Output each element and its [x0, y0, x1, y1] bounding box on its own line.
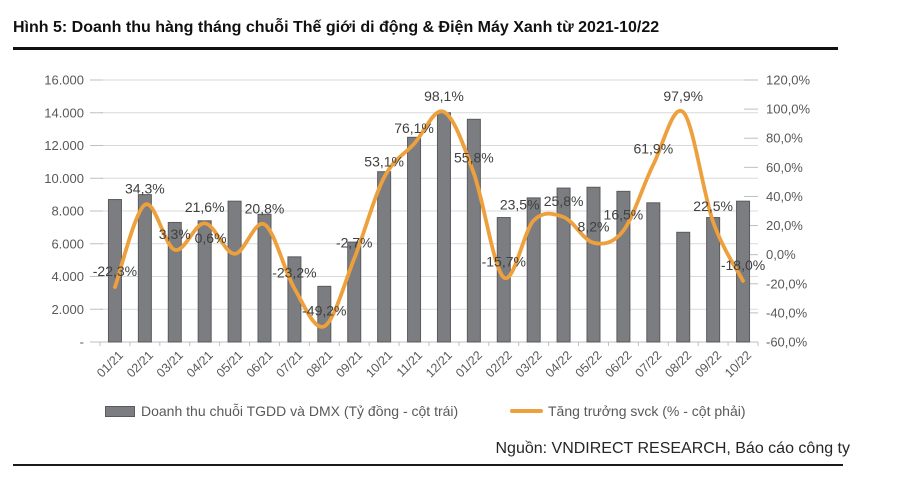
growth-data-label: 97,9% — [663, 88, 703, 104]
right-axis-label: 20,0% — [766, 218, 803, 233]
footer-rule — [13, 464, 843, 466]
growth-data-label: 53,1% — [364, 153, 404, 169]
legend-line-swatch-icon — [510, 409, 543, 413]
right-axis-label: 100,0% — [766, 102, 811, 117]
growth-data-label: -15,7% — [482, 254, 526, 270]
growth-data-label: 8,2% — [578, 219, 610, 235]
growth-data-label: -22,3% — [93, 263, 137, 279]
left-axis-label: 4.000 — [51, 269, 84, 284]
growth-data-label: 22,5% — [693, 198, 733, 214]
revenue-bar — [137, 194, 152, 343]
x-axis-label: 08/22 — [662, 348, 694, 380]
revenue-bar — [556, 187, 571, 343]
x-axis-label: 05/22 — [573, 348, 605, 380]
x-axis-label: 03/21 — [154, 348, 186, 380]
left-axis-label: 10.000 — [44, 171, 84, 186]
revenue-bar — [167, 221, 182, 343]
chart-area: 16.000 14.000 12.000 10.000 8.000 6.000 4.000 2… — [0, 52, 900, 402]
title-rule — [13, 47, 838, 50]
left-axis-label: 16.000 — [44, 73, 84, 88]
growth-data-label: 25,8% — [544, 193, 584, 209]
combo-chart-svg: 16.000 14.000 12.000 10.000 8.000 6.000 4.000 2… — [44, 73, 811, 381]
legend-revenue-label: Doanh thu chuỗi TGDD và DMX (Tỷ đồng - c… — [141, 403, 459, 419]
legend-item-growth: Tăng trưởng svck (% - cột phải) — [510, 403, 746, 419]
x-axis-label: 12/21 — [423, 348, 455, 380]
revenue-bar — [676, 231, 691, 343]
figure-title: Hình 5: Doanh thu hàng tháng chuỗi Thế g… — [13, 19, 660, 36]
chart-legend: Doanh thu chuỗi TGDD và DMX (Tỷ đồng - c… — [0, 403, 900, 425]
x-axis-label: 04/21 — [184, 348, 216, 380]
x-axis-label: 06/22 — [603, 348, 635, 380]
left-axis-label: - — [80, 335, 84, 350]
revenue-bar — [526, 197, 541, 343]
right-axis-label: -40,0% — [766, 305, 808, 320]
growth-data-label: 21,6% — [185, 199, 225, 215]
revenue-bar — [496, 217, 511, 343]
growth-data-label: 0,6% — [195, 230, 227, 246]
growth-data-label: 76,1% — [394, 120, 434, 136]
x-axis-label: 01/21 — [94, 348, 126, 380]
growth-data-label: 20,8% — [245, 200, 285, 216]
x-axis-label: 10/22 — [722, 348, 754, 380]
revenue-bar — [257, 213, 272, 343]
revenue-bar — [466, 118, 481, 343]
x-axis-label: 10/21 — [363, 348, 395, 380]
source-caption: Nguồn: VNDIRECT RESEARCH, Báo cáo công t… — [495, 440, 850, 457]
right-axis-label: 60,0% — [766, 160, 803, 175]
x-axis-label: 07/21 — [274, 348, 306, 380]
x-axis-label: 03/22 — [513, 348, 545, 380]
x-axis-label: 02/21 — [124, 348, 156, 380]
right-axis-label: -20,0% — [766, 276, 808, 291]
x-axis-label: 01/22 — [453, 348, 485, 380]
revenue-bar — [377, 171, 392, 343]
growth-data-label: -23,2% — [272, 264, 316, 280]
x-axis-label: 06/21 — [244, 348, 276, 380]
growth-data-label: 34,3% — [125, 181, 165, 197]
revenue-bar — [227, 200, 242, 343]
right-axis-label: -60,0% — [766, 335, 808, 350]
left-axis-label: 12.000 — [44, 138, 84, 153]
x-axis-label: 09/22 — [692, 348, 724, 380]
x-axis-label: 04/22 — [543, 348, 575, 380]
right-axis-label: 0,0% — [766, 247, 796, 262]
right-axis-label: 40,0% — [766, 189, 803, 204]
growth-data-label: 3,3% — [159, 226, 191, 242]
x-axis-label: 09/21 — [333, 348, 365, 380]
legend-growth-label: Tăng trưởng svck (% - cột phải) — [548, 403, 746, 419]
revenue-bar — [197, 220, 212, 343]
growth-data-label: -18,0% — [721, 257, 765, 273]
x-axis-label: 08/21 — [303, 348, 335, 380]
x-axis-label: 05/21 — [214, 348, 246, 380]
right-axis-label: 120,0% — [766, 73, 811, 88]
left-axis-label: 2.000 — [51, 302, 84, 317]
legend-bar-swatch-icon — [105, 405, 135, 417]
growth-data-label: -2,7% — [336, 235, 373, 251]
right-axis-label: 80,0% — [766, 131, 803, 146]
growth-data-label: 98,1% — [424, 88, 464, 104]
x-axis-label: 07/22 — [632, 348, 664, 380]
revenue-bar — [436, 112, 451, 343]
growth-data-label: -49,2% — [302, 302, 346, 318]
growth-line — [113, 108, 745, 329]
left-axis-label: 14.000 — [44, 105, 84, 120]
growth-data-label: 61,9% — [633, 141, 673, 157]
x-axis-label: 02/22 — [483, 348, 515, 380]
revenue-bar — [586, 186, 601, 343]
legend-item-revenue: Doanh thu chuỗi TGDD và DMX (Tỷ đồng - c… — [105, 403, 458, 419]
growth-data-label: 55,8% — [454, 149, 494, 165]
x-axis-label: 11/21 — [394, 348, 425, 379]
growth-data-label: 16,5% — [604, 207, 644, 223]
left-axis-label: 6.000 — [51, 236, 84, 251]
growth-data-label: 23,5% — [500, 196, 540, 212]
revenue-bar — [646, 202, 661, 343]
revenue-bar — [407, 136, 422, 343]
left-axis-label: 8.000 — [51, 204, 84, 219]
